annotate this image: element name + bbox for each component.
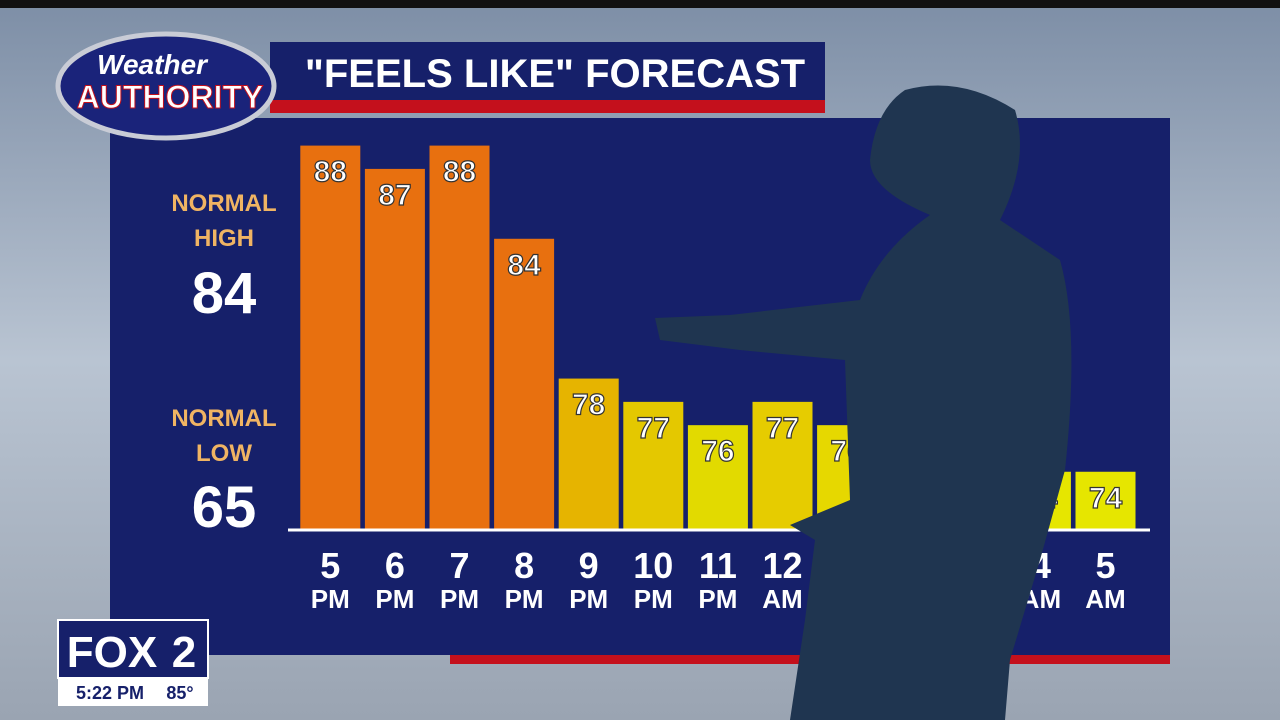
value-label: 76: [701, 435, 734, 468]
normal-high-value: 84: [192, 261, 257, 326]
value-label: 87: [378, 179, 411, 212]
chart-title: "FEELS LIKE" FORECAST: [305, 52, 805, 96]
station-temperature: 85°: [166, 683, 193, 703]
title-stripe: [270, 100, 825, 113]
station-bug: [57, 619, 209, 679]
bar: [1075, 471, 1136, 530]
x-tick-period: PM: [634, 584, 673, 614]
value-label: 77: [766, 412, 799, 445]
x-tick-label: 5: [320, 545, 340, 586]
x-tick-label: 11: [699, 545, 737, 586]
x-tick-label: 7: [449, 545, 469, 586]
x-tick-period: PM: [698, 584, 737, 614]
x-tick-period: AM: [1085, 584, 1125, 614]
logo-top: Weather: [97, 49, 209, 80]
x-tick-period: PM: [311, 584, 350, 614]
x-tick-period: PM: [440, 584, 479, 614]
normal-high-label: NORMAL: [171, 190, 276, 217]
bar: [687, 425, 748, 530]
value-label: 77: [637, 412, 670, 445]
x-tick-label: 8: [514, 545, 534, 586]
station-number: 2: [172, 628, 196, 677]
x-tick-period: PM: [569, 584, 608, 614]
time-strip: [58, 678, 208, 706]
logo-badge: [55, 31, 277, 141]
value-label: 78: [572, 389, 605, 422]
title-banner: [270, 42, 825, 102]
bar: [494, 238, 555, 530]
value-label: 84: [507, 249, 541, 282]
presenter: [655, 85, 1072, 720]
bar: [429, 145, 490, 530]
value-label: 88: [443, 156, 476, 189]
normal-low-label: LOW: [196, 440, 252, 467]
bar: [364, 168, 425, 530]
x-tick-label: 6: [385, 545, 405, 586]
x-tick-period: PM: [505, 584, 544, 614]
bar: [300, 145, 361, 530]
bar: [558, 378, 619, 530]
normal-low-value: 65: [192, 475, 257, 540]
logo-bottom: AUTHORITY: [77, 79, 264, 115]
value-label: 74: [1089, 482, 1123, 515]
value-label: 88: [314, 156, 347, 189]
bar: [623, 401, 684, 530]
station-name: FOX: [67, 628, 157, 677]
normal-high-label: HIGH: [194, 225, 254, 252]
top-bar: [0, 0, 1280, 8]
x-tick-label: 9: [579, 545, 599, 586]
bar: [752, 401, 813, 530]
x-tick-label: 12: [762, 545, 802, 586]
x-tick-label: 10: [633, 545, 673, 586]
x-tick-period: PM: [375, 584, 414, 614]
station-time: 5:22 PM: [76, 683, 144, 703]
x-tick-label: 5: [1095, 545, 1115, 586]
x-tick-period: AM: [762, 584, 802, 614]
normal-low-label: NORMAL: [171, 405, 276, 432]
